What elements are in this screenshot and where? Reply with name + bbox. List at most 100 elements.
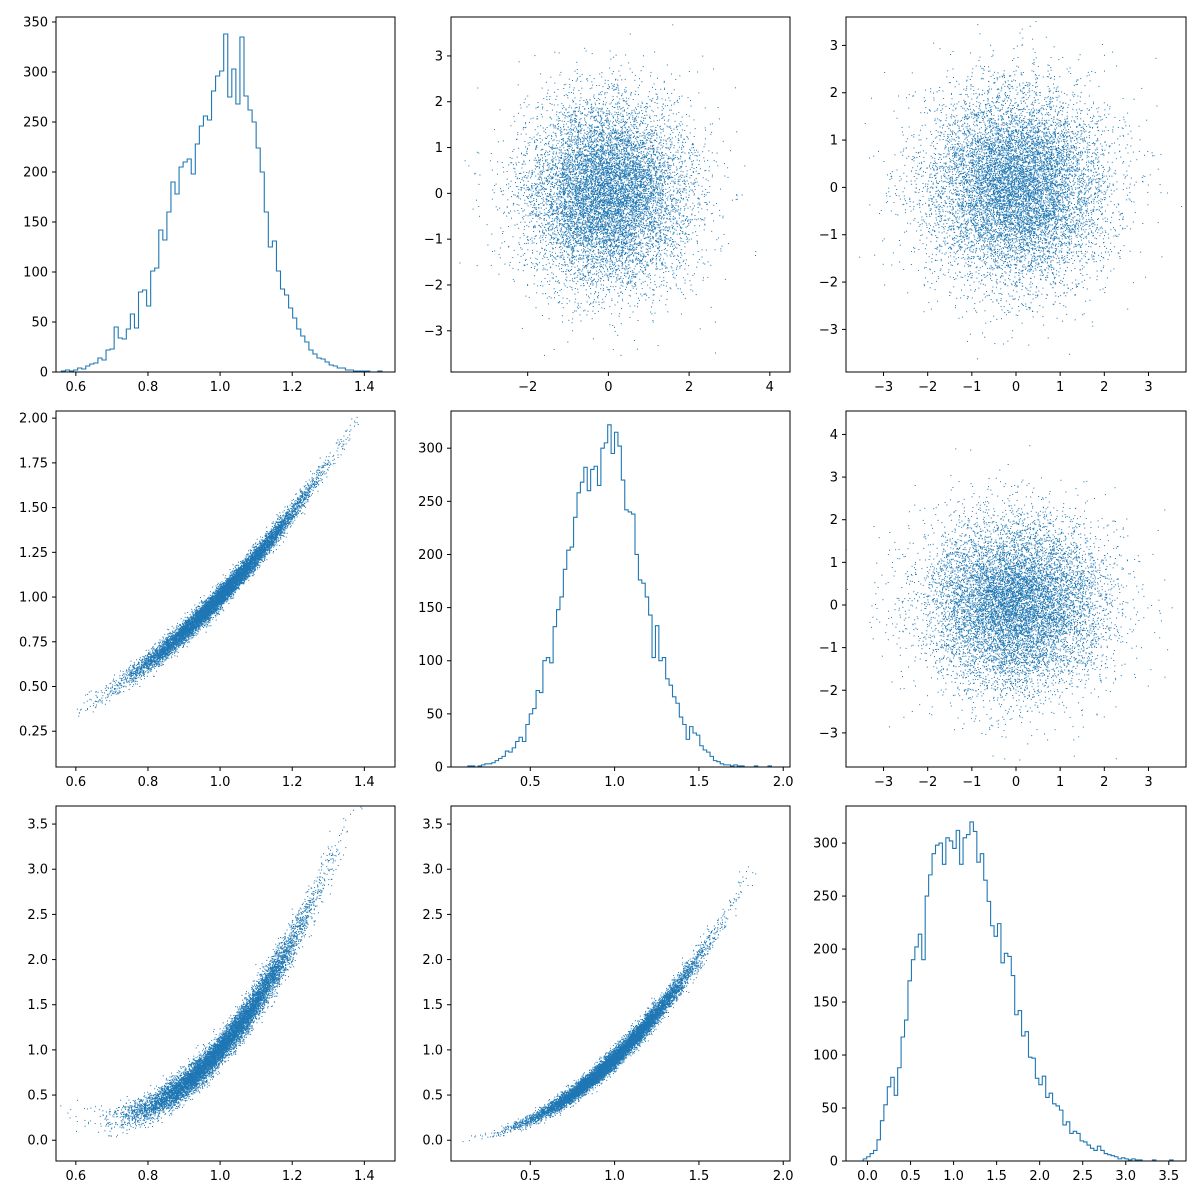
scatter-point bbox=[570, 157, 571, 158]
scatter-point bbox=[665, 100, 666, 101]
scatter-point bbox=[540, 242, 541, 243]
scatter-point bbox=[577, 157, 578, 158]
scatter-point bbox=[724, 163, 725, 164]
scatter-point bbox=[554, 349, 555, 350]
scatter-point bbox=[649, 116, 650, 117]
scatter-point bbox=[636, 131, 637, 132]
scatter-point bbox=[598, 141, 599, 142]
scatter-point bbox=[597, 230, 598, 231]
scatter-point bbox=[613, 96, 614, 97]
scatter-point bbox=[671, 252, 672, 253]
scatter-point bbox=[612, 193, 613, 194]
scatter-point bbox=[686, 166, 687, 167]
scatter-point bbox=[641, 70, 642, 71]
scatter-point bbox=[635, 253, 636, 254]
scatter-point bbox=[621, 141, 622, 142]
scatter-point bbox=[675, 155, 676, 156]
scatter-point bbox=[620, 157, 621, 158]
scatter-point bbox=[620, 133, 621, 134]
scatter-point bbox=[564, 283, 565, 284]
scatter-point bbox=[591, 153, 592, 154]
scatter-point bbox=[591, 81, 592, 82]
scatter-point bbox=[656, 141, 657, 142]
scatter-point bbox=[587, 127, 588, 128]
scatter-point bbox=[601, 76, 602, 77]
scatter-point bbox=[618, 109, 619, 110]
scatter-point bbox=[605, 265, 606, 266]
scatter-point bbox=[689, 187, 690, 188]
scatter-point bbox=[647, 262, 648, 263]
scatter-point bbox=[676, 223, 677, 224]
scatter-point bbox=[630, 182, 631, 183]
scatter-point bbox=[520, 182, 521, 183]
scatter-point bbox=[665, 147, 666, 148]
scatter-point bbox=[572, 152, 573, 153]
scatter-point bbox=[529, 160, 530, 161]
scatter-point bbox=[558, 121, 559, 122]
scatter-point bbox=[572, 159, 573, 160]
scatter-point bbox=[539, 238, 540, 239]
scatter-point bbox=[697, 243, 698, 244]
scatter-point bbox=[658, 218, 659, 219]
scatter-point bbox=[686, 236, 687, 237]
scatter-point bbox=[588, 197, 589, 198]
scatter-point bbox=[612, 106, 613, 107]
scatter-point bbox=[588, 217, 589, 218]
scatter-point bbox=[560, 147, 561, 148]
scatter-point bbox=[644, 214, 645, 215]
scatter-point bbox=[591, 242, 592, 243]
scatter-point bbox=[621, 212, 622, 213]
scatter-point bbox=[552, 244, 553, 245]
scatter-point bbox=[678, 206, 679, 207]
scatter-point bbox=[642, 271, 643, 272]
scatter-point bbox=[645, 300, 646, 301]
scatter-point bbox=[622, 215, 623, 216]
scatter-point bbox=[692, 275, 693, 276]
scatter-point bbox=[655, 89, 656, 90]
scatter-point bbox=[620, 213, 621, 214]
y-tick-label: 0 bbox=[40, 366, 48, 381]
scatter-point bbox=[615, 152, 616, 153]
scatter-point bbox=[594, 243, 595, 244]
scatter-point bbox=[563, 208, 564, 209]
scatter-point bbox=[661, 285, 662, 286]
scatter-point bbox=[684, 223, 685, 224]
scatter-point bbox=[575, 108, 576, 109]
scatter-point bbox=[705, 127, 706, 128]
scatter-point bbox=[614, 289, 615, 290]
scatter-point bbox=[702, 191, 703, 192]
scatter-point bbox=[573, 189, 574, 190]
scatter-point bbox=[507, 171, 508, 172]
scatter-point bbox=[587, 160, 588, 161]
scatter-point bbox=[536, 243, 537, 244]
scatter-point bbox=[626, 171, 627, 172]
scatter-point bbox=[699, 173, 700, 174]
scatter-point bbox=[707, 209, 708, 210]
scatter-point bbox=[565, 271, 566, 272]
scatter-point bbox=[659, 203, 660, 204]
scatter-point bbox=[615, 120, 616, 121]
scatter-point bbox=[623, 149, 624, 150]
scatter-point bbox=[568, 247, 569, 248]
scatter-point bbox=[570, 128, 571, 129]
scatter-point bbox=[559, 234, 560, 235]
scatter-point bbox=[682, 161, 683, 162]
scatter-point bbox=[527, 197, 528, 198]
scatter-point bbox=[551, 242, 552, 243]
scatter-point bbox=[578, 268, 579, 269]
scatter-point bbox=[561, 142, 562, 143]
scatter-point bbox=[574, 197, 575, 198]
scatter-point bbox=[545, 143, 546, 144]
scatter-point bbox=[570, 122, 571, 123]
scatter-point bbox=[572, 193, 573, 194]
scatter-point bbox=[627, 216, 628, 217]
scatter-point bbox=[632, 167, 633, 168]
scatter-point bbox=[527, 264, 528, 265]
scatter-point bbox=[648, 164, 649, 165]
scatter-point bbox=[652, 237, 653, 238]
scatter-point bbox=[611, 149, 612, 150]
scatter-point bbox=[627, 129, 628, 130]
scatter-point bbox=[658, 208, 659, 209]
scatter-point bbox=[558, 116, 559, 117]
scatter-point bbox=[623, 282, 624, 283]
